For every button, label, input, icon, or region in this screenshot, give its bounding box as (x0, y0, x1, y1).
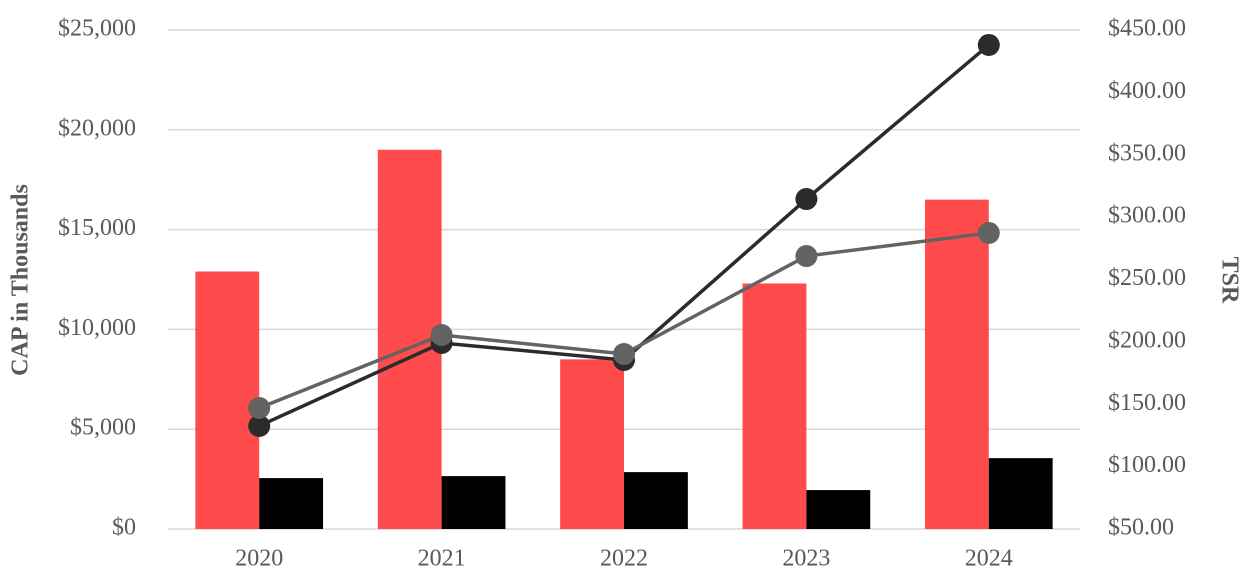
y2-tick-label: $250.00 (1108, 265, 1186, 291)
bar (806, 490, 871, 529)
bar (195, 271, 260, 529)
y2-axis-title: TSR (1216, 257, 1242, 304)
bar (624, 472, 688, 529)
x-tick-label: 2020 (235, 546, 283, 572)
marker (613, 342, 635, 365)
y2-tick-label: $300.00 (1108, 203, 1186, 229)
bar (924, 199, 989, 529)
bar (441, 476, 506, 529)
y2-tick-label: $450.00 (1108, 16, 1186, 42)
x-tick-label: 2023 (782, 546, 830, 572)
x-tick-label: 2021 (418, 546, 466, 572)
x-tick-label: 2024 (965, 546, 1013, 572)
marker (977, 33, 1000, 56)
bar (560, 359, 624, 529)
bar (988, 458, 1053, 529)
y-tick-label: $15,000 (58, 215, 136, 241)
y-axis-title: CAP in Thousands (8, 184, 34, 376)
y2-tick-label: $200.00 (1108, 327, 1186, 353)
y-tick-label: $25,000 (58, 16, 136, 42)
y2-tick-label: $400.00 (1108, 78, 1186, 104)
x-tick-label: 2022 (600, 546, 648, 572)
marker (977, 221, 1000, 244)
y-tick-label: $5,000 (70, 415, 136, 441)
y-tick-label: $10,000 (58, 315, 136, 341)
y2-tick-label: $50.00 (1108, 515, 1174, 541)
bar (742, 283, 807, 529)
marker (248, 396, 271, 419)
y2-tick-label: $350.00 (1108, 140, 1186, 166)
y-tick-label: $0 (112, 515, 136, 541)
bar (259, 478, 324, 529)
marker (430, 324, 453, 347)
marker (248, 414, 271, 437)
marker (795, 245, 818, 268)
y2-tick-label: $100.00 (1108, 452, 1186, 478)
marker (795, 188, 818, 211)
y2-tick-label: $150.00 (1108, 390, 1186, 416)
y-tick-label: $20,000 (58, 115, 136, 141)
